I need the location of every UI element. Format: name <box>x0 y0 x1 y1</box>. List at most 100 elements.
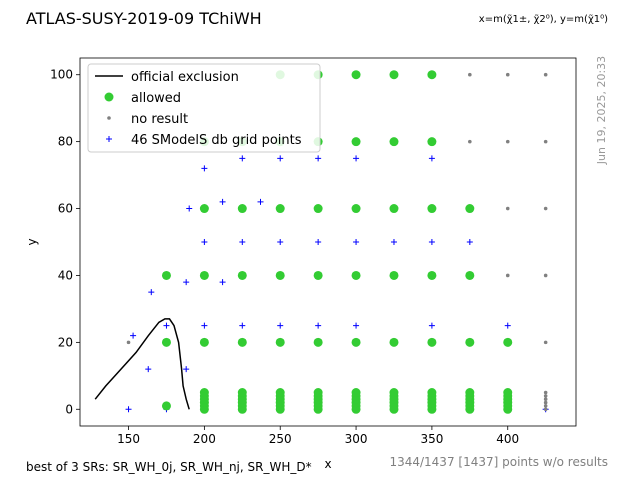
grid-point <box>239 322 246 329</box>
allowed-point <box>389 270 399 280</box>
no-result-point <box>543 394 548 398</box>
grid-point <box>239 239 246 245</box>
grid-point <box>428 155 435 162</box>
grid-point <box>428 239 435 245</box>
no-result-point <box>543 139 548 144</box>
legend-grid-label: 46 SModelS db grid points <box>131 133 302 148</box>
allowed-point <box>199 204 209 214</box>
no-result-point <box>543 72 548 77</box>
footer-srs: best of 3 SRs: SR_WH_0j, SR_WH_nj, SR_WH… <box>26 460 312 474</box>
allowed-point <box>313 204 323 214</box>
allowed-point <box>237 337 247 347</box>
allowed-point <box>199 388 209 398</box>
grid-point <box>428 322 435 329</box>
allowed-point <box>389 70 399 80</box>
allowed-point <box>465 388 475 398</box>
grid-point <box>239 155 246 162</box>
x-tick-label: 150 <box>117 432 140 446</box>
allowed-point <box>351 337 361 347</box>
grid-point <box>183 279 190 286</box>
grid-point <box>353 155 360 162</box>
allowed-point <box>237 204 247 214</box>
allowed-point <box>313 270 323 280</box>
grid-point <box>130 332 137 339</box>
grid-point <box>201 322 208 329</box>
x-axis-label: x <box>324 457 331 471</box>
allowed-point <box>427 388 437 398</box>
allowed-point <box>427 70 437 80</box>
allowed-point <box>427 337 437 347</box>
allowed-point <box>389 337 399 347</box>
grid-point <box>504 322 511 329</box>
y-tick-label: 0 <box>65 402 73 416</box>
no-result-point <box>543 206 548 211</box>
grid-point <box>277 239 284 245</box>
legend-official-label: official exclusion <box>131 70 239 85</box>
no-result-point <box>543 397 548 402</box>
y-axis-ticks: 0 20 40 60 80 100 <box>50 68 80 416</box>
grid-point <box>353 322 360 329</box>
grid-point <box>145 366 152 373</box>
allowed-point <box>351 270 361 280</box>
no-result-point <box>126 340 131 345</box>
allowed-point <box>465 270 475 280</box>
y-tick-label: 100 <box>50 68 73 82</box>
y-axis-label: y <box>25 238 39 245</box>
allowed-point <box>465 337 475 347</box>
allowed-point <box>275 270 285 280</box>
allowed-point <box>427 270 437 280</box>
footer-points: 1344/1437 [1437] points w/o results <box>389 455 608 469</box>
allowed-point <box>465 204 475 214</box>
legend-grid-swatch <box>106 136 112 142</box>
grid-point <box>219 198 226 205</box>
x-tick-label: 250 <box>269 432 292 446</box>
allowed-point <box>199 337 209 347</box>
grid-point <box>186 205 193 212</box>
allowed-point <box>275 204 285 214</box>
grid-point <box>353 239 360 245</box>
y-tick-label: 20 <box>58 335 73 349</box>
x-axis-ticks: 150 200 250 300 350 400 <box>117 426 519 446</box>
grid-point <box>201 165 208 172</box>
grid-point <box>315 322 322 329</box>
allowed-point <box>313 388 323 398</box>
legend-allowed-swatch <box>104 92 114 102</box>
allowed-point <box>351 137 361 147</box>
allowed-point <box>237 388 247 398</box>
legend: official exclusion allowed no result 46 … <box>87 63 321 153</box>
allowed-point <box>161 337 171 347</box>
grid-point <box>466 239 473 245</box>
grid-point <box>390 239 397 245</box>
no-result-point <box>543 407 548 412</box>
allowed-point <box>503 337 513 347</box>
y-tick-label: 80 <box>58 135 73 149</box>
no-result-point <box>543 390 548 395</box>
grid-point <box>163 322 170 329</box>
chart-title: ATLAS-SUSY-2019-09 TChiWH <box>26 9 262 28</box>
allowed-point <box>275 388 285 398</box>
x-tick-label: 350 <box>420 432 443 446</box>
plot-frame <box>79 57 577 427</box>
x-tick-label: 400 <box>496 432 519 446</box>
no-result-point <box>505 72 510 77</box>
grid-point <box>277 155 284 162</box>
no-result-point <box>468 72 472 77</box>
grid-point <box>277 322 284 329</box>
allowed-point <box>161 270 171 280</box>
grid-point <box>315 155 322 162</box>
allowed-point <box>161 401 171 411</box>
allowed-point <box>351 388 361 398</box>
no-result-point <box>543 273 548 278</box>
no-result-point <box>505 139 510 144</box>
no-result-point <box>505 273 510 278</box>
no-result-point <box>468 139 472 144</box>
x-tick-label: 200 <box>193 432 216 446</box>
timestamp: Jun 19, 2025, 20:33 <box>595 56 608 165</box>
allowed-point <box>389 204 399 214</box>
allowed-point <box>351 204 361 214</box>
grid-point <box>219 279 226 286</box>
allowed-point <box>389 388 399 398</box>
grid-point <box>257 198 264 205</box>
grid-point <box>183 366 190 373</box>
